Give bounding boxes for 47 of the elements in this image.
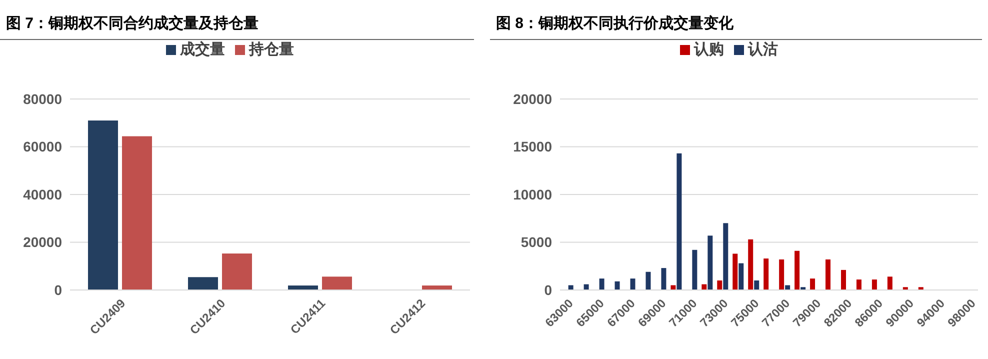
bar: [754, 280, 760, 290]
bar: [630, 278, 636, 290]
y-tick-label: 80000: [23, 90, 62, 107]
bar: [670, 285, 676, 290]
y-tick-label: 0: [54, 282, 62, 298]
bar: [188, 277, 218, 290]
bar: [676, 153, 682, 290]
bar: [717, 280, 722, 290]
bar: [88, 120, 118, 290]
bar: [794, 250, 800, 290]
bar: [708, 236, 713, 290]
y-tick-label: 5000: [520, 234, 552, 250]
bar: [738, 263, 744, 290]
chart-title: 图 8：铜期权不同执行价成交量变化: [490, 0, 982, 40]
bar: [122, 136, 152, 290]
bar: [568, 285, 574, 290]
bar: [646, 272, 651, 290]
legend-label: 认沽: [748, 41, 778, 58]
bar: [826, 259, 831, 290]
bar: [810, 278, 816, 290]
legend-label: 成交量: [180, 41, 225, 58]
bar: [764, 258, 769, 290]
bar: [222, 253, 252, 290]
y-tick-label: 0: [544, 282, 552, 298]
chart-title: 图 7：铜期权不同合约成交量及持仓量: [0, 0, 474, 40]
y-tick-label: 60000: [23, 138, 62, 155]
bar: [732, 254, 738, 290]
bar: [856, 279, 862, 290]
y-tick-label: 10000: [513, 186, 552, 202]
bar: [785, 285, 790, 290]
bar: [887, 276, 892, 290]
bar: [614, 281, 620, 290]
bar: [599, 278, 604, 290]
bar: [748, 239, 754, 290]
bar: [322, 276, 352, 290]
y-tick-label: 20000: [513, 90, 552, 107]
bar: [872, 279, 877, 290]
bar: [692, 250, 698, 290]
bar: [779, 259, 784, 290]
y-tick-label: 20000: [23, 234, 62, 250]
legend-label: 持仓量: [249, 41, 294, 58]
bar: [661, 268, 666, 290]
bar: [723, 223, 728, 290]
y-tick-label: 15000: [513, 138, 552, 155]
bar: [840, 270, 846, 290]
y-tick-label: 40000: [23, 186, 62, 202]
legend-label: 认购: [694, 41, 724, 58]
